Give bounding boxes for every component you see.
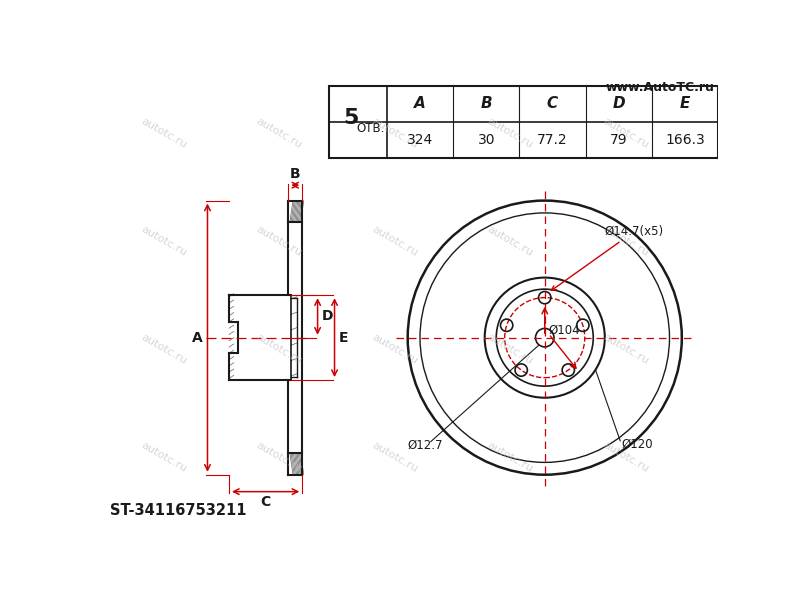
Text: D: D: [612, 97, 625, 112]
Text: A: A: [192, 331, 203, 344]
Text: E: E: [338, 331, 348, 344]
Text: autotc.ru: autotc.ru: [254, 332, 304, 366]
Text: 77.2: 77.2: [537, 133, 568, 147]
Text: autotc.ru: autotc.ru: [601, 440, 650, 474]
Text: www.AutoTC.ru: www.AutoTC.ru: [606, 81, 714, 94]
Text: autotc.ru: autotc.ru: [601, 224, 650, 259]
Text: Ø104: Ø104: [549, 323, 580, 337]
Text: 5: 5: [343, 108, 358, 128]
Text: autotc.ru: autotc.ru: [486, 224, 534, 259]
Text: autotc.ru: autotc.ru: [370, 224, 419, 259]
Text: C: C: [261, 496, 270, 509]
Text: E: E: [680, 97, 690, 112]
Text: autotc.ru: autotc.ru: [139, 116, 188, 151]
Text: 30: 30: [478, 133, 495, 147]
Text: D: D: [322, 310, 333, 323]
Text: autotc.ru: autotc.ru: [486, 440, 534, 474]
Text: autotc.ru: autotc.ru: [139, 224, 188, 259]
Text: B: B: [290, 167, 301, 181]
Text: Ø120: Ø120: [622, 437, 654, 451]
Bar: [329, 86, 718, 158]
Text: 166.3: 166.3: [665, 133, 705, 147]
Text: autotc.ru: autotc.ru: [139, 440, 188, 474]
Text: Ø12.7: Ø12.7: [408, 439, 443, 452]
Text: Ø14.7(x5): Ø14.7(x5): [551, 225, 664, 290]
Text: autotc.ru: autotc.ru: [601, 332, 650, 366]
Text: autotc.ru: autotc.ru: [254, 116, 304, 151]
Text: A: A: [414, 97, 426, 112]
Text: autotc.ru: autotc.ru: [486, 116, 534, 151]
Text: ОТВ.: ОТВ.: [357, 122, 385, 135]
Text: autotc.ru: autotc.ru: [254, 440, 304, 474]
Text: 79: 79: [610, 133, 627, 147]
Text: autotc.ru: autotc.ru: [370, 440, 419, 474]
Text: autotc.ru: autotc.ru: [254, 224, 304, 259]
Text: B: B: [481, 97, 492, 112]
Text: C: C: [547, 97, 558, 112]
Text: ST-34116753211: ST-34116753211: [110, 503, 246, 518]
Text: autotc.ru: autotc.ru: [370, 116, 419, 151]
Text: 324: 324: [407, 133, 433, 147]
Text: autotc.ru: autotc.ru: [601, 116, 650, 151]
Text: autotc.ru: autotc.ru: [139, 332, 188, 366]
Text: autotc.ru: autotc.ru: [486, 332, 534, 366]
Text: autotc.ru: autotc.ru: [370, 332, 419, 366]
